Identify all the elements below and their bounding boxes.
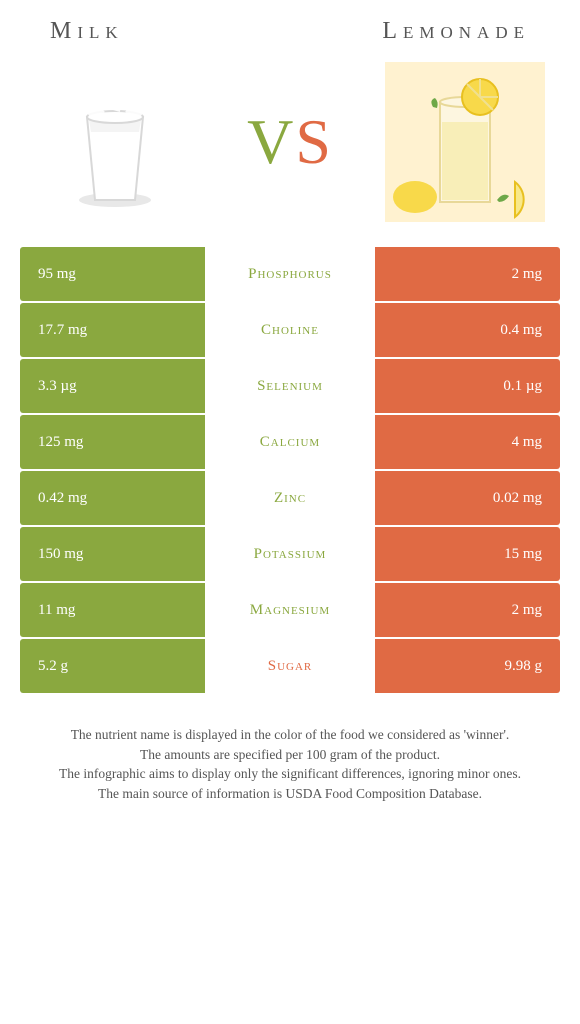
value-left: 5.2 g [20,639,205,693]
value-right: 2 mg [375,583,560,637]
lemonade-glass-icon [385,62,545,222]
footer-notes: The nutrient name is displayed in the co… [0,695,580,827]
footer-line: The amounts are specified per 100 gram o… [24,745,556,765]
value-right: 0.1 µg [375,359,560,413]
value-right: 2 mg [375,247,560,301]
footer-line: The main source of information is USDA F… [24,784,556,804]
value-left: 3.3 µg [20,359,205,413]
nutrient-label: Potassium [205,527,375,581]
table-row: 5.2 gSugar9.98 g [20,639,560,693]
value-left: 11 mg [20,583,205,637]
vs-s: S [295,106,333,177]
title-left: Milk [50,18,124,45]
table-row: 0.42 mgZinc0.02 mg [20,471,560,525]
vs-label: VS [247,105,333,179]
milk-image [30,57,200,227]
title-right: Lemonade [382,18,530,45]
value-left: 0.42 mg [20,471,205,525]
nutrient-label: Selenium [205,359,375,413]
value-left: 17.7 mg [20,303,205,357]
value-right: 4 mg [375,415,560,469]
table-row: 17.7 mgCholine0.4 mg [20,303,560,357]
value-right: 15 mg [375,527,560,581]
table-row: 11 mgMagnesium2 mg [20,583,560,637]
nutrient-label: Magnesium [205,583,375,637]
table-row: 125 mgCalcium4 mg [20,415,560,469]
nutrient-label: Phosphorus [205,247,375,301]
value-right: 0.4 mg [375,303,560,357]
value-right: 9.98 g [375,639,560,693]
nutrient-label: Sugar [205,639,375,693]
milk-glass-icon [35,62,195,222]
header: Milk Lemonade [0,0,580,57]
footer-line: The infographic aims to display only the… [24,764,556,784]
footer-line: The nutrient name is displayed in the co… [24,725,556,745]
vs-v: V [247,106,295,177]
table-row: 95 mgPhosphorus2 mg [20,247,560,301]
nutrient-label: Zinc [205,471,375,525]
infographic: Milk Lemonade VS [0,0,580,827]
table-row: 3.3 µgSelenium0.1 µg [20,359,560,413]
value-left: 125 mg [20,415,205,469]
lemonade-image [380,57,550,227]
comparison-table: 95 mgPhosphorus2 mg17.7 mgCholine0.4 mg3… [0,247,580,693]
value-left: 150 mg [20,527,205,581]
value-left: 95 mg [20,247,205,301]
nutrient-label: Choline [205,303,375,357]
nutrient-label: Calcium [205,415,375,469]
table-row: 150 mgPotassium15 mg [20,527,560,581]
value-right: 0.02 mg [375,471,560,525]
hero-row: VS [0,57,580,247]
